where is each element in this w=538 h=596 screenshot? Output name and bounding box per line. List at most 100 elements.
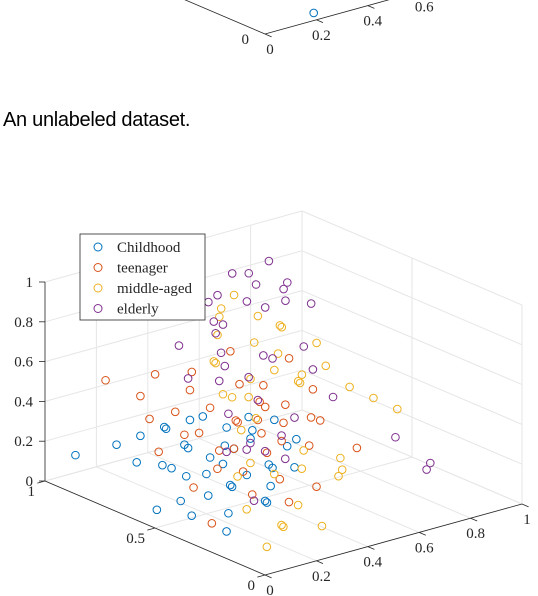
data-point bbox=[426, 458, 435, 468]
data-point bbox=[293, 376, 303, 386]
grid-lines bbox=[44, 210, 523, 576]
figure-caption: An unlabeled dataset. bbox=[3, 109, 191, 131]
series-Childhood bbox=[71, 412, 301, 536]
data-point bbox=[101, 375, 110, 385]
data-point bbox=[220, 361, 230, 371]
data-point bbox=[249, 338, 259, 347]
data-point bbox=[292, 434, 301, 444]
data-point bbox=[284, 354, 294, 363]
legend-marker bbox=[93, 263, 103, 272]
data-point bbox=[204, 297, 213, 307]
data-point bbox=[236, 425, 246, 435]
x-tick-label: 0.4 bbox=[363, 555, 382, 571]
data-point bbox=[279, 418, 288, 428]
data-point bbox=[176, 496, 185, 506]
data-point bbox=[260, 446, 270, 456]
data-point bbox=[275, 474, 285, 484]
main-3d-scatter-chart: 00.20.40.60.8100.5100.20.40.60.81Childho… bbox=[14, 210, 531, 596]
data-point bbox=[207, 519, 217, 528]
top-x-axis-line bbox=[264, 0, 390, 35]
data-point bbox=[275, 321, 285, 330]
data-point bbox=[246, 438, 255, 448]
data-point bbox=[220, 441, 230, 451]
data-point bbox=[202, 469, 211, 479]
data-point bbox=[213, 330, 222, 340]
data-point bbox=[269, 469, 279, 479]
legend-marker bbox=[93, 304, 103, 313]
data-point bbox=[158, 460, 167, 470]
data-point bbox=[222, 423, 231, 432]
sidewall-gridline-z bbox=[301, 409, 523, 505]
data-point bbox=[308, 385, 318, 394]
x-tick-mark bbox=[264, 574, 272, 579]
x-tick-label: 1 bbox=[523, 512, 531, 528]
data-point bbox=[260, 402, 270, 412]
legend-label: middle-aged bbox=[117, 281, 192, 297]
legend-marker bbox=[93, 283, 103, 293]
top-x-tick-label: 0 bbox=[266, 42, 274, 58]
data-point bbox=[290, 413, 299, 422]
data-point bbox=[194, 428, 204, 438]
data-point bbox=[209, 317, 219, 326]
data-point bbox=[218, 389, 228, 399]
series-middle-aged bbox=[209, 290, 402, 552]
data-point bbox=[216, 304, 226, 313]
data-point bbox=[174, 341, 184, 350]
data-point bbox=[218, 459, 228, 469]
data-point bbox=[238, 467, 248, 476]
data-point bbox=[253, 395, 263, 405]
data-point bbox=[224, 409, 233, 419]
data-point bbox=[277, 431, 286, 440]
top-y-tick-label: 0 bbox=[242, 32, 250, 48]
data-point bbox=[281, 400, 290, 409]
data-point bbox=[180, 440, 189, 450]
data-point bbox=[345, 382, 354, 392]
data-point bbox=[299, 446, 308, 455]
data-point bbox=[290, 463, 299, 472]
data-point bbox=[225, 480, 235, 490]
data-point bbox=[233, 417, 242, 427]
data-point bbox=[334, 471, 343, 481]
backwall-gridline-z bbox=[44, 329, 303, 402]
data-point bbox=[222, 527, 231, 536]
data-point bbox=[337, 465, 347, 474]
data-point bbox=[268, 354, 277, 363]
data-point bbox=[152, 505, 162, 515]
data-point bbox=[422, 465, 431, 474]
data-point bbox=[257, 429, 266, 438]
top-x-tick-mark bbox=[264, 33, 272, 38]
sidewall-gridline-z bbox=[301, 369, 523, 465]
data-point bbox=[321, 361, 331, 371]
data-point bbox=[231, 416, 241, 425]
data-point bbox=[214, 376, 224, 386]
data-point bbox=[224, 508, 233, 518]
top-x-tick-label: 0.4 bbox=[363, 14, 382, 30]
data-point bbox=[297, 370, 307, 379]
data-point bbox=[277, 322, 287, 332]
data-point bbox=[279, 284, 288, 294]
data-point bbox=[266, 481, 275, 491]
data-point bbox=[205, 453, 215, 462]
data-point bbox=[198, 412, 208, 421]
y-tick-label: 0.5 bbox=[126, 531, 145, 547]
data-point bbox=[262, 448, 272, 458]
top-data-point bbox=[309, 8, 319, 18]
legend-marker bbox=[93, 242, 103, 252]
x-tick-label: 0.6 bbox=[415, 540, 434, 556]
data-point bbox=[213, 464, 222, 474]
data-point bbox=[185, 385, 195, 395]
data-point bbox=[229, 444, 239, 454]
data-point bbox=[136, 391, 145, 401]
top-x-tick-mark bbox=[316, 19, 324, 23]
data-point bbox=[391, 432, 400, 442]
data-point bbox=[218, 320, 228, 329]
data-point bbox=[181, 471, 191, 481]
data-point bbox=[279, 522, 288, 532]
data-point bbox=[222, 447, 231, 457]
top-x-tick-label: 0.6 bbox=[415, 0, 434, 15]
data-point bbox=[336, 453, 345, 463]
data-point bbox=[299, 342, 309, 351]
data-point bbox=[205, 403, 215, 413]
data-point bbox=[244, 412, 253, 422]
